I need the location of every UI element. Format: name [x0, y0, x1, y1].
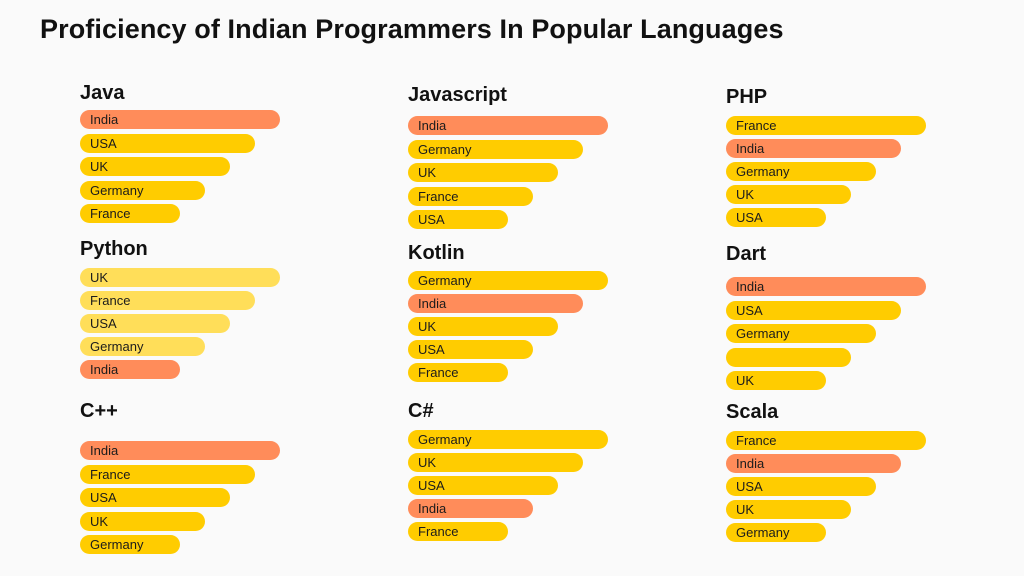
bar-france: France	[726, 431, 926, 450]
bar-india: India	[80, 110, 280, 129]
bar-usa: USA	[408, 210, 508, 229]
bar-usa: USA	[726, 477, 876, 496]
bar-germany: Germany	[408, 139, 583, 159]
bar-uk: UK	[726, 500, 851, 519]
chart-panel-c: C++ India France USA UK Germany	[80, 400, 290, 554]
bar-usa: USA	[80, 133, 255, 153]
bar-usa: USA	[80, 488, 230, 507]
chart-panel-javascript: Javascript India Germany UK France USA	[408, 84, 618, 234]
bar-germany: Germany	[80, 535, 180, 554]
bar-france: France	[80, 204, 180, 223]
bar-unlabeled	[726, 347, 851, 367]
chart-panel-dart: Dart India USA Germany UK	[726, 243, 936, 393]
chart-title: Scala	[726, 401, 779, 423]
bar-france: France	[80, 291, 255, 310]
chart-panel-scala: Scala France India USA UK Germany	[726, 401, 936, 551]
bar-india: India	[408, 499, 533, 518]
bar-india: India	[80, 360, 180, 379]
chart-panel-python: Python UK France USA Germany India	[80, 238, 290, 388]
bar-usa: USA	[726, 300, 901, 320]
chart-title: Javascript	[408, 84, 507, 106]
bar-india: India	[408, 116, 608, 135]
bar-uk: UK	[80, 511, 205, 531]
bar-india: India	[726, 454, 901, 473]
page-title: Proficiency of Indian Programmers In Pop…	[40, 14, 784, 44]
bar-germany: Germany	[408, 430, 608, 449]
bar-usa: USA	[408, 340, 533, 359]
bar-germany: Germany	[80, 180, 205, 200]
chart-title: Dart	[726, 243, 767, 265]
bar-usa: USA	[408, 476, 558, 495]
chart-panel-php: PHP France India Germany UK USA	[726, 86, 936, 236]
chart-title: Python	[80, 238, 148, 260]
chart-title: Kotlin	[408, 242, 465, 264]
bar-germany: Germany	[726, 324, 876, 343]
chart-title: C++	[80, 400, 118, 422]
bar-france: France	[80, 464, 255, 484]
bar-france: France	[726, 116, 926, 135]
bar-germany: Germany	[80, 337, 205, 356]
chart-title: C#	[408, 400, 434, 422]
bar-uk: UK	[408, 317, 558, 336]
bar-germany: Germany	[408, 271, 608, 290]
bar-uk: UK	[80, 157, 230, 176]
bar-india: India	[408, 294, 583, 313]
bar-usa: USA	[726, 208, 826, 227]
bar-uk: UK	[408, 453, 583, 472]
bar-germany: Germany	[726, 162, 876, 181]
chart-panel-kotlin: Kotlin Germany India UK USA France	[408, 242, 618, 392]
bar-uk: UK	[726, 371, 826, 390]
chart-title: PHP	[726, 86, 768, 108]
bar-france: France	[408, 522, 508, 541]
chart-title: Java	[80, 82, 125, 104]
bar-usa: USA	[80, 314, 230, 333]
bar-france: France	[408, 186, 533, 206]
bar-india: India	[726, 139, 901, 158]
bar-uk: UK	[726, 185, 851, 204]
chart-panel-java: Java India USA UK Germany France	[80, 82, 290, 232]
bar-france: France	[408, 363, 508, 382]
bar-uk: UK	[408, 163, 558, 182]
bar-germany: Germany	[726, 523, 826, 542]
bar-uk: UK	[80, 268, 280, 287]
chart-panel-c: C# Germany UK USA India France	[408, 400, 618, 550]
bar-india: India	[726, 277, 926, 296]
bar-india: India	[80, 441, 280, 460]
